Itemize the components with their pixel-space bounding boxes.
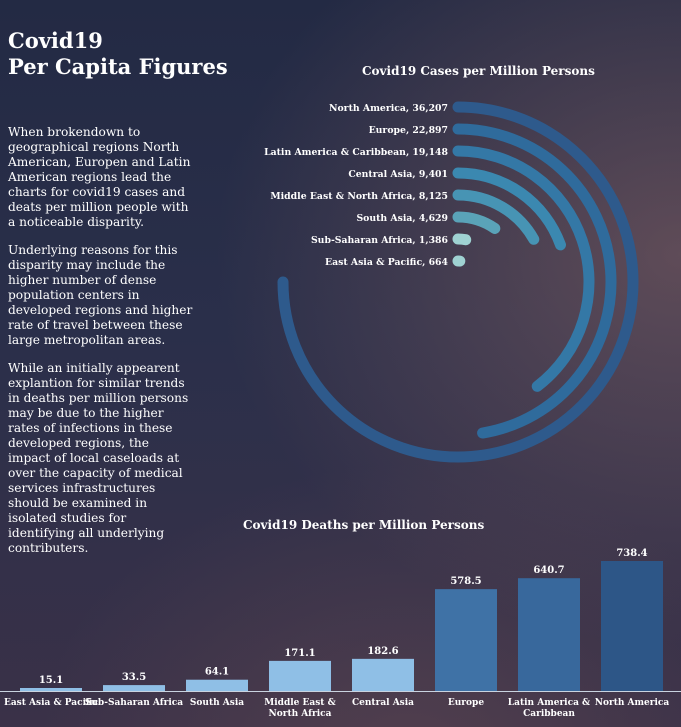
bar-north-america (601, 561, 663, 691)
bar-south-asia (186, 679, 248, 691)
bar-value-north-america: 738.4 (616, 548, 647, 559)
page-title: Covid19 Per Capita Figures (8, 28, 228, 80)
radial-bar-latin-america-caribbean (452, 145, 595, 392)
paragraph-3: While an initially appearent explantion … (8, 361, 189, 555)
bar-label-east-asia-pacific: East Asia & Pacific (4, 698, 99, 708)
bar-value-central-asia: 182.6 (367, 646, 398, 657)
radial-label-central-asia: Central Asia, 9,401 (348, 169, 448, 180)
radial-bar-europe (452, 123, 617, 439)
bar-value-south-asia: 64.1 (205, 667, 229, 678)
radial-label-north-america: North America, 36,207 (329, 103, 448, 114)
bar-value-middle-east-north-africa: 171.1 (284, 648, 315, 659)
bar-europe (435, 589, 497, 691)
radial-label-europe: Europe, 22,897 (369, 125, 448, 136)
radial-bar-south-asia (452, 211, 501, 234)
bar-east-asia-pacific (20, 688, 82, 691)
bar-label-south-asia: South Asia (190, 698, 244, 708)
bar-latin-america-caribbean (518, 578, 580, 691)
bar-value-europe: 578.5 (450, 576, 481, 587)
paragraph-1: When brokendown to geographical regions … (8, 125, 191, 229)
radial-label-sub-saharan-africa: Sub-Saharan Africa, 1,386 (311, 235, 448, 246)
bar-label-north-america: North America (595, 698, 670, 708)
radial-label-east-asia-pacific: East Asia & Pacific, 664 (325, 257, 449, 268)
radial-label-middle-east-north-africa: Middle East & North Africa, 8,125 (270, 191, 448, 202)
bar-label-sub-saharan-africa: Sub-Saharan Africa (85, 698, 183, 708)
radial-bar-central-asia (452, 167, 566, 251)
bar-value-east-asia-pacific: 15.1 (39, 675, 63, 686)
description-text: When brokendown to geographical regions … (8, 125, 194, 569)
radial-bar-sub-saharan-africa (452, 233, 472, 246)
radial-bar-middle-east-north-africa (452, 189, 540, 245)
bar-sub-saharan-africa (103, 685, 165, 691)
title-line-2: Per Capita Figures (8, 54, 228, 79)
bar-central-asia (352, 658, 414, 691)
paragraph-2: Underlying reasons for this disparity ma… (8, 243, 193, 347)
bar-label-europe: Europe (448, 698, 484, 708)
bar-middle-east-north-africa (269, 660, 331, 691)
bar-chart-title: Covid19 Deaths per Million Persons (243, 518, 485, 532)
radial-label-latin-america-caribbean: Latin America & Caribbean, 19,148 (264, 147, 448, 158)
radial-bar-north-america (277, 101, 639, 463)
bar-label-central-asia: Central Asia (352, 698, 414, 708)
radial-label-south-asia: South Asia, 4,629 (356, 213, 448, 224)
bar-value-sub-saharan-africa: 33.5 (122, 672, 146, 683)
title-line-1: Covid19 (8, 28, 103, 53)
bar-label-latin-america-caribbean: Latin America & Caribbean (508, 698, 590, 719)
bar-value-latin-america-caribbean: 640.7 (533, 565, 564, 576)
radial-chart-title: Covid19 Cases per Million Persons (362, 64, 595, 78)
bar-label-middle-east-north-africa: Middle East & North Africa (264, 698, 335, 719)
